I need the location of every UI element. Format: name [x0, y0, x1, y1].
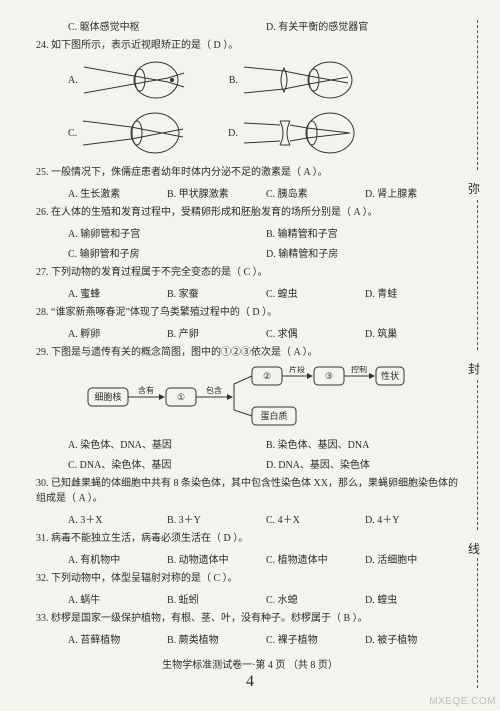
- flow-hany: 含有: [138, 385, 154, 395]
- eye-diagram-a: [84, 59, 189, 101]
- q29-d: D. DNA、基因、染色体: [266, 456, 464, 471]
- q24-label-b: B.: [229, 75, 238, 86]
- q29-flowchart: 细胞核 含有 ① 包含 ② 片段: [36, 366, 464, 428]
- flow-n3: ③: [325, 371, 333, 381]
- flow-kongzhi: 控制: [351, 366, 367, 374]
- q27-b: B. 家蚕: [167, 285, 266, 300]
- q30-b: B. 3＋Y: [167, 511, 266, 526]
- q33-a: A. 苔藓植物: [68, 631, 167, 646]
- q31-b: B. 动物遗体中: [167, 551, 266, 566]
- q26-a: A. 输卵管和子宫: [68, 225, 266, 240]
- side-mi: 弥: [468, 180, 480, 197]
- q23-opt-d: D. 有关平衡的感觉器官: [266, 18, 464, 33]
- q33-opts: A. 苔藓植物 B. 蕨类植物 C. 裸子植物 D. 被子植物: [36, 631, 464, 646]
- q24-cell-c: C.: [68, 111, 188, 155]
- flow-cell: 细胞核: [94, 391, 121, 402]
- side-feng: 封: [468, 360, 480, 377]
- q27-d: D. 青蛙: [365, 285, 464, 300]
- q31-c: C. 植物遗体中: [266, 551, 365, 566]
- q33-b: B. 蕨类植物: [167, 631, 266, 646]
- q33-c: C. 裸子植物: [266, 631, 365, 646]
- q31-a: A. 有机物中: [68, 551, 167, 566]
- q24-cell-b: B.: [229, 59, 359, 101]
- q24-row2: C. D.: [36, 111, 464, 155]
- q32-opts: A. 蜗牛 B. 蚯蚓 C. 水螅 D. 蝗虫: [36, 591, 464, 606]
- q26-opts2: C. 输卵管和子房 D. 输精管和子房: [36, 245, 464, 260]
- q27-opts: A. 蜜蜂 B. 家蚕 C. 蝗虫 D. 青蛙: [36, 285, 464, 300]
- q31-opts: A. 有机物中 B. 动物遗体中 C. 植物遗体中 D. 活细胞中: [36, 551, 464, 566]
- q30-stem: 30. 已知雌果蝇的体细胞中共有 8 条染色体，其中包含性染色体 XX，那么，果…: [36, 476, 464, 506]
- eye-diagram-c: [83, 111, 188, 155]
- q24-row1: A. B.: [36, 59, 464, 101]
- q30-d: D. 4＋Y: [365, 511, 464, 526]
- q29-opts2: C. DNA、染色体、基因 D. DNA、基因、染色体: [36, 456, 464, 471]
- q23-opt-c: C. 躯体感觉中枢: [68, 18, 266, 33]
- q30-a: A. 3＋X: [68, 511, 167, 526]
- side-xian: 线: [468, 540, 480, 557]
- q27-stem: 27. 下列动物的发育过程属于不完全变态的是（ C ）。: [36, 265, 464, 280]
- q25-stem: 25. 一般情况下，侏儒症患者幼年时体内分泌不足的激素是（ A ）。: [36, 165, 464, 180]
- q24-cell-d: D.: [228, 111, 359, 155]
- q27-c: C. 蝗虫: [266, 285, 365, 300]
- q25-a: A. 生长激素: [68, 185, 167, 200]
- flow-pianduan: 片段: [289, 366, 305, 374]
- q29-b: B. 染色体、基因、DNA: [266, 436, 464, 451]
- q25-c: C. 胰岛素: [266, 185, 365, 200]
- flow-n2: ②: [263, 371, 271, 381]
- flow-baohan: 包含: [206, 385, 222, 395]
- q29-a: A. 染色体、DNA、基因: [68, 436, 266, 451]
- q26-d: D. 输精管和子房: [266, 245, 464, 260]
- q33-d: D. 被子植物: [365, 631, 464, 646]
- q28-opts: A. 孵卵 B. 产卵 C. 求偶 D. 筑巢: [36, 325, 464, 340]
- q29-stem: 29. 下图是与遗传有关的概念简图，图中的①②③依次是（ A ）。: [36, 345, 464, 360]
- q33-stem: 33. 桫椤是国家一级保护植物，有根、茎、叶，没有种子。桫椤属于（ B ）。: [36, 611, 464, 626]
- q28-a: A. 孵卵: [68, 325, 167, 340]
- q23-options-cd: C. 躯体感觉中枢 D. 有关平衡的感觉器官: [36, 18, 464, 33]
- q32-stem: 32. 下列动物中，体型呈辐射对称的是（ C ）。: [36, 571, 464, 586]
- q32-d: D. 蝗虫: [365, 591, 464, 606]
- eye-diagram-b: [244, 59, 359, 101]
- q30-opts: A. 3＋X B. 3＋Y C. 4＋X D. 4＋Y: [36, 511, 464, 526]
- eye-diagram-d: [244, 111, 359, 155]
- watermark: MXEQE.COM: [429, 696, 496, 707]
- q26-c: C. 输卵管和子房: [68, 245, 266, 260]
- binding-labels: 弥 封 线: [468, 0, 486, 711]
- q29-opts1: A. 染色体、DNA、基因 B. 染色体、基因、DNA: [36, 436, 464, 451]
- q25-opts: A. 生长激素 B. 甲状腺激素 C. 胰岛素 D. 肾上腺素: [36, 185, 464, 200]
- flow-xing: 性状: [381, 370, 399, 381]
- page-footer: 生物学标准测试卷一·第 4 页 （共 8 页）: [36, 656, 464, 671]
- q28-c: C. 求偶: [266, 325, 365, 340]
- q29-c: C. DNA、染色体、基因: [68, 456, 266, 471]
- q32-c: C. 水螅: [266, 591, 365, 606]
- q24-cell-a: A.: [68, 59, 189, 101]
- q31-d: D. 活细胞中: [365, 551, 464, 566]
- handwritten-page-number: 4: [36, 673, 464, 691]
- q24-label-a: A.: [68, 75, 78, 86]
- q24-label-d: D.: [228, 128, 238, 139]
- q31-stem: 31. 病毒不能独立生活，病毒必须生活在（ D ）。: [36, 531, 464, 546]
- q26-b: B. 输精管和子宫: [266, 225, 464, 240]
- q28-stem: 28. “谁家新燕啄春泥”体现了鸟类繁殖过程中的（ D ）。: [36, 305, 464, 320]
- q26-opts1: A. 输卵管和子宫 B. 输精管和子宫: [36, 225, 464, 240]
- q28-b: B. 产卵: [167, 325, 266, 340]
- q27-a: A. 蜜蜂: [68, 285, 167, 300]
- q25-b: B. 甲状腺激素: [167, 185, 266, 200]
- q28-d: D. 筑巢: [365, 325, 464, 340]
- q32-b: B. 蚯蚓: [167, 591, 266, 606]
- q26-stem: 26. 在人体的生殖和发育过程中，受精卵形成和胚胎发育的场所分别是（ A ）。: [36, 205, 464, 220]
- flow-protein: 蛋白质: [260, 410, 287, 421]
- q25-d: D. 肾上腺素: [365, 185, 464, 200]
- q32-a: A. 蜗牛: [68, 591, 167, 606]
- q24-label-c: C.: [68, 128, 77, 139]
- q24-stem: 24. 如下图所示，表示近视眼矫正的是（ D ）。: [36, 38, 464, 53]
- flow-n1: ①: [177, 392, 185, 402]
- q30-c: C. 4＋X: [266, 511, 365, 526]
